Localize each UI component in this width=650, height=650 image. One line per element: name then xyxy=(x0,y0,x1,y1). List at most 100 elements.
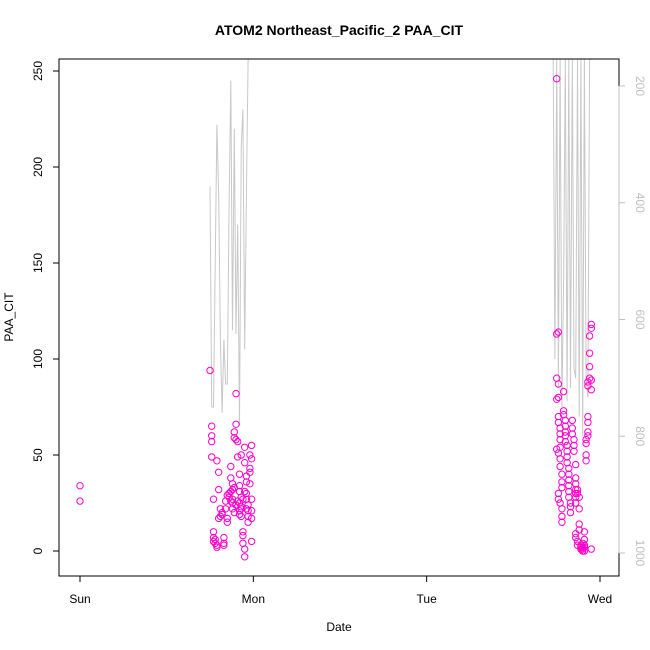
data-point xyxy=(566,503,575,511)
data-point xyxy=(209,495,218,503)
data-point xyxy=(237,451,245,459)
data-point xyxy=(220,533,228,542)
data-point xyxy=(223,518,232,526)
data-point xyxy=(580,528,589,536)
data-point xyxy=(556,462,564,471)
profile-line-1 xyxy=(209,59,249,427)
data-point xyxy=(239,528,247,536)
y-axis-label: PAA_CIT xyxy=(2,292,16,342)
data-point xyxy=(220,539,228,547)
profile-line-layer xyxy=(209,59,592,436)
data-point xyxy=(239,531,247,540)
x-axis: Sun Mon Tue Wed xyxy=(69,575,612,606)
data-point xyxy=(247,507,256,515)
data-point xyxy=(216,512,225,521)
scatter-points-layer xyxy=(76,75,595,561)
data-point xyxy=(235,470,244,478)
data-point xyxy=(235,510,244,519)
right-axis-tick-label: 1000 xyxy=(633,540,647,567)
data-point xyxy=(554,489,563,498)
data-point xyxy=(553,330,561,338)
data-point xyxy=(554,495,563,503)
data-point xyxy=(563,453,571,461)
y-tick-label: 250 xyxy=(31,61,45,81)
x-tick-label: Mon xyxy=(242,592,265,606)
data-point xyxy=(554,393,563,402)
data-point xyxy=(558,505,566,513)
data-point xyxy=(242,489,251,498)
data-point xyxy=(553,395,561,403)
data-point xyxy=(223,491,232,499)
data-point xyxy=(565,482,573,490)
data-point xyxy=(241,459,249,467)
data-point xyxy=(559,407,568,415)
right-axis-tick-label: 400 xyxy=(633,193,647,213)
x-tick-label: Sun xyxy=(69,592,90,606)
data-point xyxy=(209,528,218,536)
data-point xyxy=(553,445,561,453)
data-point xyxy=(558,470,566,478)
data-point xyxy=(575,520,583,528)
data-point xyxy=(239,495,247,503)
chart-title: ATOM2 Northeast_Pacific_2 PAA_CIT xyxy=(215,22,464,38)
data-point xyxy=(234,437,242,446)
data-point xyxy=(575,505,583,513)
data-point xyxy=(584,428,592,436)
data-point xyxy=(585,363,594,371)
data-point xyxy=(227,487,235,496)
data-point xyxy=(563,441,571,450)
data-point xyxy=(568,416,576,425)
data-point xyxy=(76,482,84,490)
data-point xyxy=(208,422,216,430)
data-point xyxy=(246,480,254,488)
data-point xyxy=(561,416,569,425)
data-point xyxy=(206,366,214,375)
data-point xyxy=(228,499,237,507)
y-tick-label: 0 xyxy=(31,547,45,554)
data-point xyxy=(241,487,249,496)
data-point xyxy=(559,387,568,396)
data-point xyxy=(234,453,242,461)
data-point xyxy=(76,497,84,505)
data-point xyxy=(246,451,254,459)
data-point xyxy=(232,435,240,444)
data-point xyxy=(556,455,564,463)
data-point xyxy=(568,424,576,432)
data-point xyxy=(558,512,566,521)
data-point xyxy=(572,493,580,501)
right-axis-tick-label: 200 xyxy=(633,76,647,96)
data-point xyxy=(556,424,564,432)
data-point xyxy=(587,376,595,384)
data-point xyxy=(225,489,233,498)
data-point xyxy=(554,328,563,336)
data-point xyxy=(572,499,580,507)
data-point xyxy=(582,451,590,459)
x-tick-label: Tue xyxy=(417,592,438,606)
data-point xyxy=(584,432,592,440)
data-point xyxy=(241,553,249,561)
data-point xyxy=(220,541,228,549)
data-point xyxy=(209,537,218,546)
data-point xyxy=(584,418,592,427)
data-point xyxy=(587,320,595,329)
data-point xyxy=(244,507,252,515)
x-tick-label: Wed xyxy=(588,592,612,606)
data-point xyxy=(570,441,578,450)
data-point xyxy=(561,432,569,440)
data-point xyxy=(558,518,566,526)
data-point xyxy=(228,495,237,503)
data-point xyxy=(582,439,590,448)
data-point xyxy=(218,510,226,519)
data-point xyxy=(579,545,587,553)
data-point xyxy=(572,533,580,542)
plot-area-border xyxy=(58,58,620,577)
data-point xyxy=(565,464,573,473)
data-point xyxy=(230,428,239,436)
data-point xyxy=(561,428,569,436)
data-point xyxy=(230,508,239,517)
data-point xyxy=(573,485,582,494)
data-point xyxy=(561,422,569,430)
data-point xyxy=(213,541,221,549)
data-point xyxy=(228,480,237,488)
